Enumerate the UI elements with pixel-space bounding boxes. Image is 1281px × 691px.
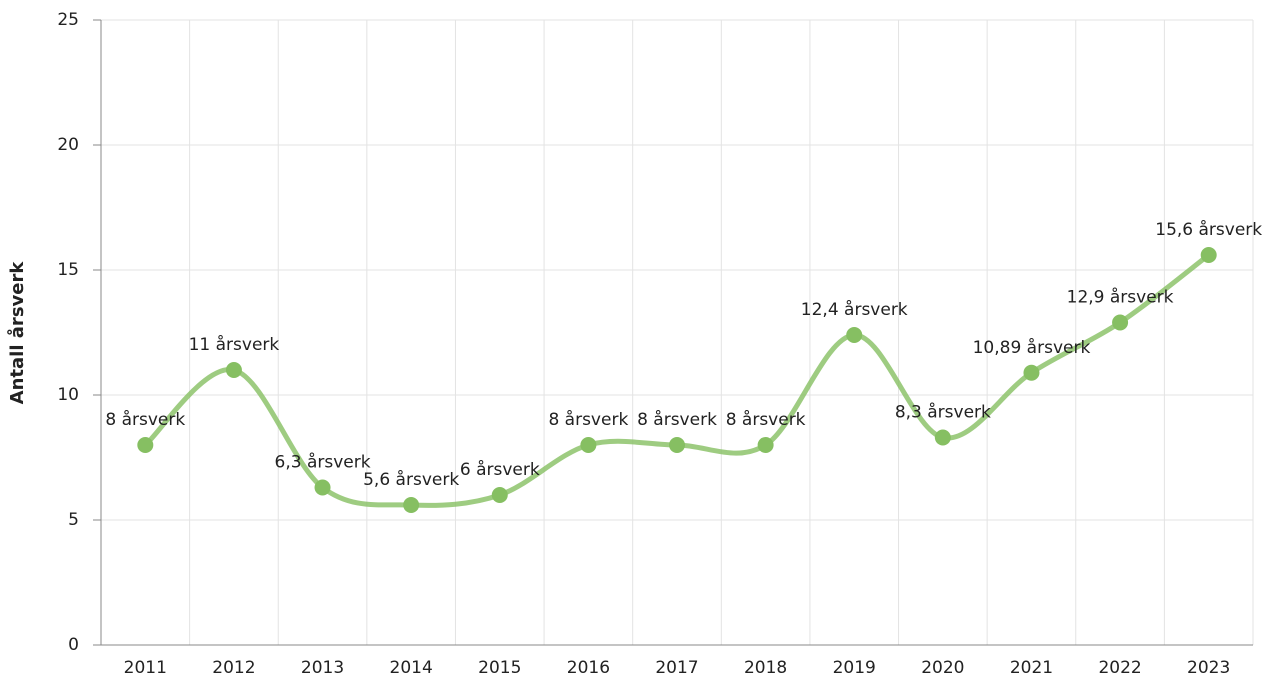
marker <box>669 437 685 453</box>
x-tick-label: 2012 <box>212 658 255 678</box>
x-tick-label: 2017 <box>655 658 698 678</box>
y-tick-label: 20 <box>57 135 79 155</box>
marker <box>1023 364 1040 381</box>
marker <box>1200 247 1217 263</box>
y-tick-label: 25 <box>57 10 79 30</box>
data-label: 6 årsverk <box>460 459 540 480</box>
x-tick-label: 2021 <box>1010 658 1053 678</box>
x-tick-label: 2011 <box>124 658 167 678</box>
marker <box>1112 314 1129 331</box>
x-tick-label: 2013 <box>301 658 344 678</box>
y-axis-label: Antall årsverk <box>6 261 28 405</box>
data-label: 12,9 årsverk <box>1067 287 1174 308</box>
y-tick-label: 10 <box>57 385 79 405</box>
x-tick-label: 2016 <box>567 658 610 678</box>
data-label: 6,3 årsverk <box>275 452 371 473</box>
x-tick-label: 2022 <box>1098 658 1141 678</box>
data-label: 11 årsverk <box>189 334 280 355</box>
data-label: 8 årsverk <box>637 409 717 430</box>
data-label: 10,89 årsverk <box>973 337 1091 358</box>
x-tick-label: 2019 <box>833 658 876 678</box>
marker <box>225 362 242 378</box>
x-tick-label: 2015 <box>478 658 521 678</box>
marker <box>491 487 508 503</box>
marker <box>580 437 597 453</box>
marker <box>137 437 154 453</box>
x-tick-label: 2023 <box>1187 658 1230 678</box>
y-tick-label: 5 <box>68 510 79 530</box>
marker <box>934 429 951 446</box>
y-tick-label: 0 <box>68 635 79 655</box>
marker <box>314 479 331 496</box>
data-label: 8 årsverk <box>726 409 806 430</box>
x-tick-label: 2018 <box>744 658 787 678</box>
x-tick-label: 2014 <box>390 658 433 678</box>
data-label: 15,6 årsverk <box>1155 219 1262 240</box>
data-label: 5,6 årsverk <box>363 469 459 490</box>
marker <box>757 437 774 453</box>
data-label: 8,3 årsverk <box>895 402 991 423</box>
marker <box>403 497 420 513</box>
data-label: 8 årsverk <box>548 409 628 430</box>
data-label: 12,4 årsverk <box>801 299 908 320</box>
data-label: 8 årsverk <box>105 409 185 430</box>
y-tick-label: 15 <box>57 260 79 280</box>
x-tick-label: 2020 <box>921 658 964 678</box>
marker <box>846 327 863 343</box>
